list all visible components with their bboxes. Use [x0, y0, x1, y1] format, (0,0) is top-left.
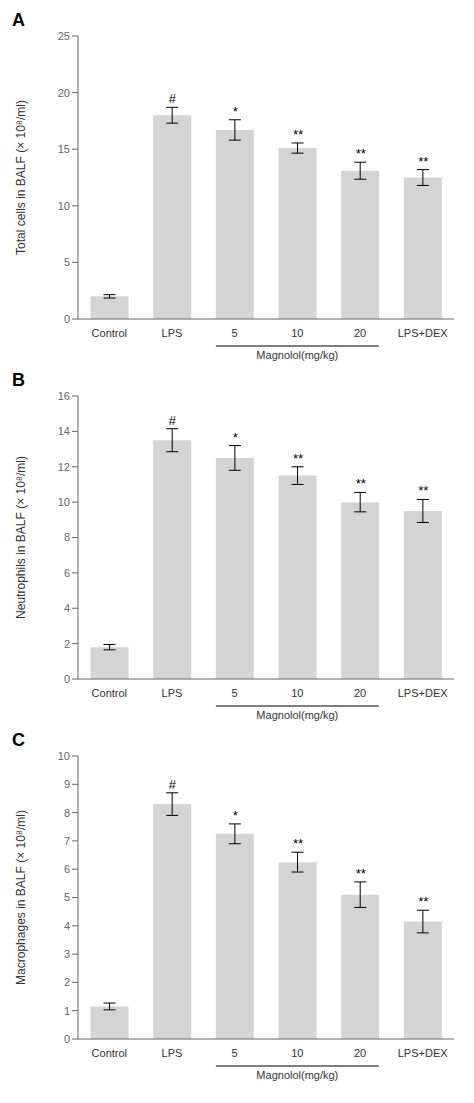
svg-text:**: ** [292, 451, 303, 466]
svg-text:Neutrophils in BALF (× 10⁸/ml): Neutrophils in BALF (× 10⁸/ml) [14, 456, 28, 619]
svg-text:Magnolol(mg/kg): Magnolol(mg/kg) [256, 349, 338, 361]
svg-text:8: 8 [64, 531, 70, 543]
svg-text:8: 8 [64, 807, 70, 819]
svg-text:#: # [169, 777, 177, 792]
svg-text:10: 10 [291, 1047, 303, 1059]
svg-text:5: 5 [64, 891, 70, 903]
svg-text:10: 10 [291, 327, 303, 339]
svg-text:Control: Control [92, 327, 127, 339]
svg-text:*: * [232, 104, 238, 119]
svg-text:10: 10 [58, 750, 70, 762]
svg-text:**: ** [418, 154, 429, 169]
svg-text:4: 4 [64, 920, 70, 932]
svg-text:**: ** [355, 866, 366, 881]
svg-text:#: # [169, 91, 177, 106]
svg-text:5: 5 [232, 687, 238, 699]
svg-text:20: 20 [354, 327, 366, 339]
html-text:A: A [12, 10, 25, 30]
svg-text:**: ** [292, 127, 303, 142]
svg-text:LPS: LPS [162, 1047, 183, 1059]
svg-text:16: 16 [58, 390, 70, 402]
svg-text:2: 2 [64, 976, 70, 988]
svg-text:20: 20 [354, 687, 366, 699]
svg-text:3: 3 [64, 948, 70, 960]
svg-text:6: 6 [64, 567, 70, 579]
svg-text:LPS+DEX: LPS+DEX [398, 687, 448, 699]
svg-text:*: * [232, 808, 238, 823]
svg-text:Control: Control [92, 1047, 127, 1059]
svg-text:#: # [169, 413, 177, 428]
svg-text:2: 2 [64, 638, 70, 650]
svg-text:Magnolol(mg/kg): Magnolol(mg/kg) [256, 1069, 338, 1081]
svg-text:9: 9 [64, 778, 70, 790]
svg-text:15: 15 [58, 143, 70, 155]
svg-text:LPS: LPS [162, 327, 183, 339]
svg-text:20: 20 [58, 87, 70, 99]
svg-text:*: * [232, 430, 238, 445]
svg-text:**: ** [418, 894, 429, 909]
svg-text:6: 6 [64, 863, 70, 875]
svg-text:LPS: LPS [162, 687, 183, 699]
svg-text:**: ** [292, 836, 303, 851]
svg-text:14: 14 [58, 425, 70, 437]
svg-text:12: 12 [58, 461, 70, 473]
svg-text:**: ** [355, 146, 366, 161]
svg-text:5: 5 [64, 256, 70, 268]
svg-text:LPS+DEX: LPS+DEX [398, 327, 448, 339]
html-text:B: B [12, 370, 25, 390]
html-text:C: C [12, 730, 25, 750]
svg-text:LPS+DEX: LPS+DEX [398, 1047, 448, 1059]
svg-text:1: 1 [64, 1005, 70, 1017]
svg-text:**: ** [418, 483, 429, 498]
svg-text:5: 5 [232, 1047, 238, 1059]
svg-text:10: 10 [58, 200, 70, 212]
svg-text:0: 0 [64, 313, 70, 325]
svg-text:25: 25 [58, 30, 70, 42]
svg-text:Control: Control [92, 687, 127, 699]
svg-text:4: 4 [64, 602, 70, 614]
svg-text:Magnolol(mg/kg): Magnolol(mg/kg) [256, 709, 338, 721]
svg-text:Macrophages in BALF (× 10⁸/ml): Macrophages in BALF (× 10⁸/ml) [14, 810, 28, 985]
svg-text:0: 0 [64, 673, 70, 685]
svg-text:0: 0 [64, 1033, 70, 1045]
svg-text:5: 5 [232, 327, 238, 339]
svg-text:Total cells in BALF (× 10⁸/ml): Total cells in BALF (× 10⁸/ml) [14, 100, 28, 255]
svg-text:20: 20 [354, 1047, 366, 1059]
svg-text:7: 7 [64, 835, 70, 847]
svg-text:**: ** [355, 476, 366, 491]
svg-text:10: 10 [291, 687, 303, 699]
svg-text:10: 10 [58, 496, 70, 508]
